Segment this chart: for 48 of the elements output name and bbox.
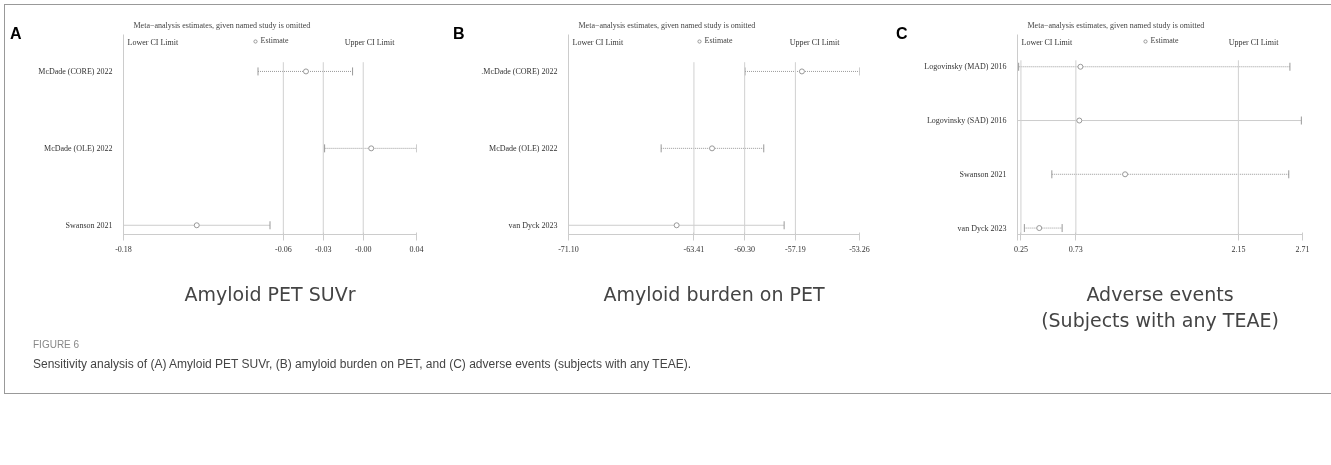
caption: FIGURE 6 — [33, 338, 81, 352]
text: C — [896, 24, 908, 44]
y-tick-label: McDade (OLE) 2022 — [44, 143, 113, 153]
text: A — [10, 24, 22, 44]
legend-label: Estimate — [1150, 36, 1179, 45]
x-tick-label: -57.19 — [785, 244, 806, 254]
x-tick-label: -0.06 — [274, 244, 292, 254]
x-axis-title: Amyloid PET SUVr — [184, 282, 356, 305]
x-tick-label: 0.04 — [409, 244, 424, 254]
text: Lower CI Limit — [1021, 37, 1073, 47]
x-tick-label: -53.26 — [849, 244, 870, 254]
text: Upper CI Limit — [1228, 37, 1280, 47]
point — [1076, 117, 1083, 124]
point — [1122, 171, 1129, 178]
x-tick-label: -71.10 — [558, 244, 579, 254]
legend-label: Estimate — [704, 36, 733, 45]
text: Lower CI Limit — [127, 37, 179, 47]
y-tick-label: Logovinsky (SAD) 2016 — [926, 116, 1007, 126]
chart-title: Meta−analysis estimates, given named study is omitted — [133, 20, 311, 30]
x-tick-label: -63.41 — [683, 244, 705, 254]
y-tick-label: Swanson 2021 — [959, 169, 1007, 179]
point — [1077, 63, 1084, 70]
x-tick-label: 2.15 — [1231, 244, 1246, 254]
y-tick-label: van Dyck 2023 — [957, 223, 1007, 233]
x-axis-title: Amyloid burden on PET — [603, 282, 825, 305]
chart-title: Meta−analysis estimates, given named study is omitted — [578, 20, 756, 30]
x-tick-label: 0.73 — [1068, 244, 1083, 254]
y-tick-label: McDade (CORE) 2022 — [38, 66, 113, 76]
text: Lower CI Limit — [572, 37, 624, 47]
y-tick-label: McDade (OLE) 2022 — [489, 143, 558, 153]
x-tick-label: -0.03 — [314, 244, 332, 254]
point — [1036, 225, 1043, 232]
y-tick-label: Logovinsky (MAD) 2016 — [924, 62, 1007, 72]
x-axis-title: Adverse events (Subjects with any TEAE) — [1041, 282, 1279, 331]
x-tick-label: -0.18 — [115, 244, 132, 254]
x-tick-label: 2.71 — [1295, 244, 1310, 254]
text: Sensitivity analysis of (A) Amyloid PET SUVr, (B) amyloid burden on PET, and (C) adverse events (subjects with any TEAE). — [33, 356, 692, 374]
y-tick-label: van Dyck 2023 — [508, 220, 558, 230]
y-tick-label: .McDade (CORE) 2022 — [481, 66, 558, 76]
text: B — [453, 24, 465, 44]
x-tick-label: -0.00 — [354, 244, 372, 254]
chart-title: Meta−analysis estimates, given named study is omitted — [1027, 20, 1205, 30]
x-tick-label: -60.30 — [734, 244, 756, 254]
text: Upper CI Limit — [344, 37, 396, 47]
text: Upper CI Limit — [789, 37, 841, 47]
y-tick-label: Swanson 2021 — [65, 220, 113, 230]
x-tick-label: 0.25 — [1013, 244, 1028, 254]
legend-label: Estimate — [260, 36, 289, 45]
